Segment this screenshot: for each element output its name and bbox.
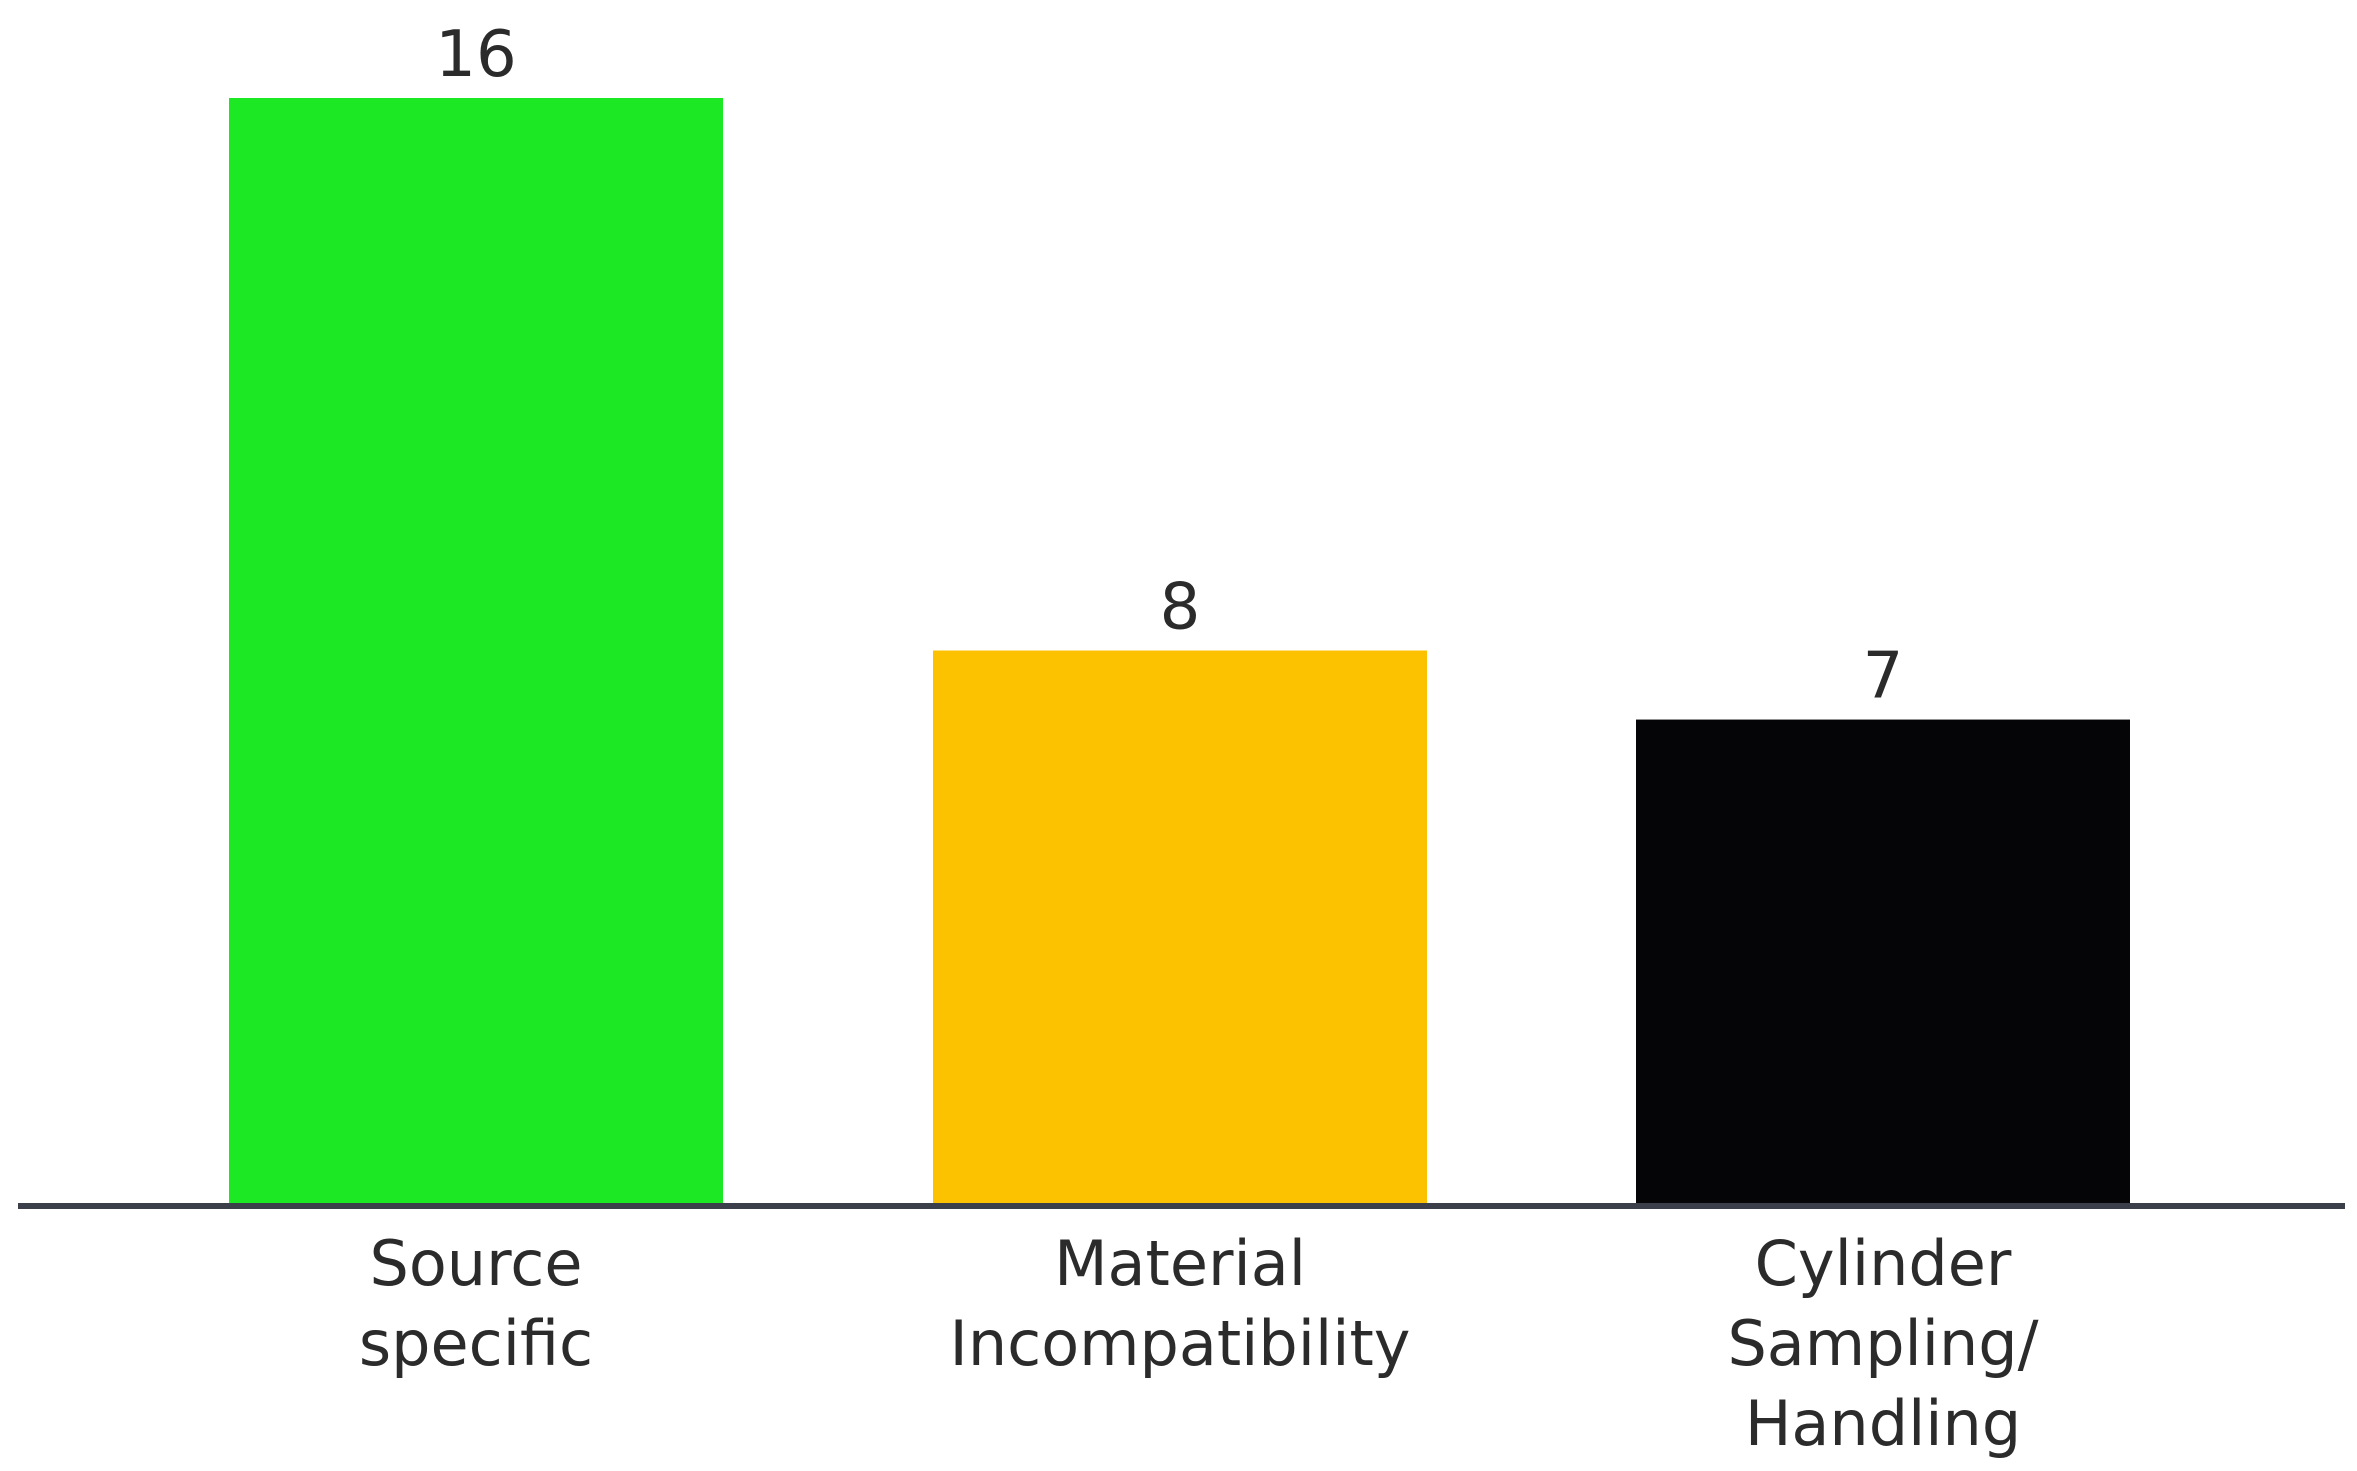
bar-2	[933, 650, 1427, 1203]
category-label-2: Material Incompatibility	[950, 1227, 1411, 1380]
category-label-1: Source specific	[359, 1227, 593, 1380]
category-label-line: Cylinder	[1755, 1227, 2012, 1300]
category-label-line: Handling	[1745, 1387, 2021, 1460]
category-labels-group: Source specific Material Incompatibility Cyl…	[359, 1227, 2039, 1460]
category-label-line: specific	[359, 1307, 593, 1380]
value-label-2: 8	[1160, 571, 1201, 645]
category-label-line: Sampling/	[1727, 1307, 2038, 1380]
bars-group	[229, 98, 2130, 1203]
bar-1	[229, 98, 723, 1203]
category-label-line: Material	[1054, 1227, 1306, 1300]
category-label-line: Incompatibility	[950, 1307, 1411, 1380]
bar-3	[1636, 719, 2130, 1203]
value-label-3: 7	[1863, 640, 1904, 714]
value-label-1: 16	[435, 18, 516, 92]
category-label-3: Cylinder Sampling/Handling	[1727, 1227, 2038, 1460]
category-label-line: Source	[370, 1227, 583, 1300]
